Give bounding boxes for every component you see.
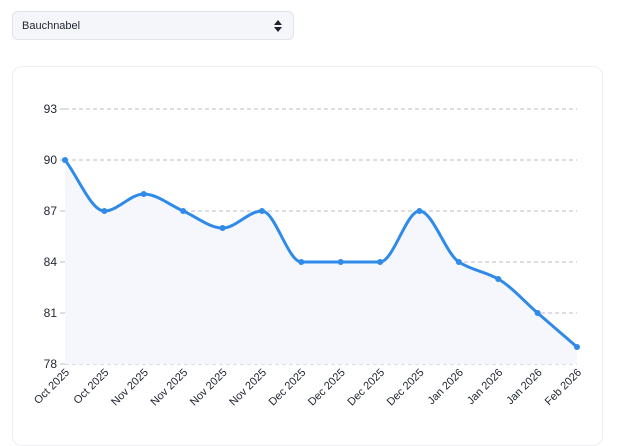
y-tick-label: 87: [44, 204, 58, 218]
x-tick-label: Feb 2026: [543, 367, 584, 408]
x-tick-label: Nov 2025: [188, 367, 230, 409]
x-tick-label: Nov 2025: [148, 367, 190, 409]
y-tick-label: 90: [44, 153, 58, 167]
y-tick-label: 84: [44, 255, 58, 269]
data-point[interactable]: [574, 344, 580, 350]
data-point[interactable]: [377, 259, 384, 265]
data-point[interactable]: [534, 310, 541, 316]
data-point[interactable]: [140, 191, 147, 197]
y-axis-ticks: 78 81 84 87 90 93: [44, 102, 58, 371]
data-point[interactable]: [455, 259, 462, 265]
data-point[interactable]: [62, 157, 68, 163]
x-tick-label: Dec 2025: [267, 367, 309, 409]
y-tick-label: 93: [44, 102, 58, 116]
x-tick-label: Dec 2025: [306, 367, 348, 409]
x-tick-label: Oct 2025: [71, 367, 111, 407]
data-point[interactable]: [101, 208, 108, 214]
x-tick-label: Nov 2025: [109, 367, 151, 409]
data-point[interactable]: [495, 276, 502, 282]
data-point[interactable]: [219, 225, 226, 231]
data-points: [62, 157, 580, 350]
x-tick-label: Nov 2025: [227, 367, 269, 409]
x-tick-label: Jan 2026: [465, 367, 505, 407]
data-point[interactable]: [180, 208, 187, 214]
data-point[interactable]: [298, 259, 305, 265]
measurement-select-value: Bauchnabel: [22, 19, 81, 32]
data-point[interactable]: [416, 208, 423, 214]
x-tick-label: Jan 2026: [504, 367, 544, 407]
data-point[interactable]: [258, 208, 265, 214]
x-tick-label: Jan 2026: [425, 367, 465, 407]
y-tick-label: 81: [44, 306, 58, 320]
x-tick-label: Oct 2025: [32, 367, 72, 407]
x-tick-label: Dec 2025: [385, 367, 427, 409]
measurement-select[interactable]: Bauchnabel: [12, 11, 294, 40]
y-tick-label: 78: [44, 357, 58, 371]
sort-arrows-icon: [274, 19, 282, 32]
x-tick-label: Dec 2025: [345, 367, 387, 409]
data-point[interactable]: [337, 259, 344, 265]
